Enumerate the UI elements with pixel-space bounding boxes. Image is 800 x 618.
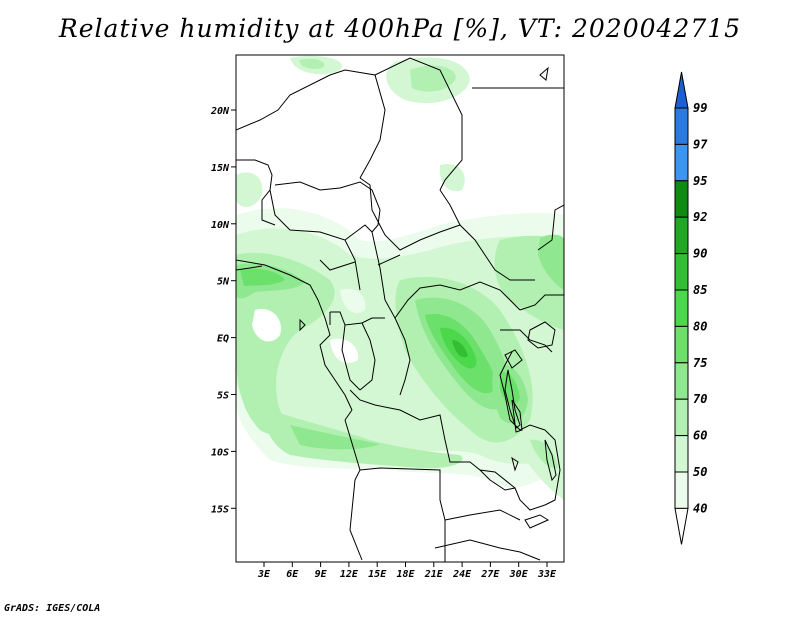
colorbar-label: 92 bbox=[693, 210, 707, 224]
colorbar-segment bbox=[674, 362, 689, 400]
lon-label: 9E bbox=[315, 569, 328, 580]
country-boundaries bbox=[236, 57, 564, 562]
lat-label: 20N bbox=[210, 106, 230, 117]
colorbar-bottom-arrow bbox=[674, 507, 689, 545]
lon-label: 3E bbox=[257, 569, 271, 580]
lon-label: 27E bbox=[480, 569, 500, 580]
map-frame bbox=[235, 54, 565, 563]
colorbar-segment bbox=[674, 216, 689, 255]
lon-label: 30E bbox=[509, 569, 529, 580]
colorbar-label: 80 bbox=[693, 319, 707, 333]
colorbar-label: 97 bbox=[693, 137, 708, 151]
lat-label: 15N bbox=[211, 163, 230, 174]
colorbar-label: 95 bbox=[693, 174, 707, 188]
colorbar-segment bbox=[674, 107, 689, 145]
lat-label: 10S bbox=[211, 447, 229, 458]
colorbar-segment bbox=[674, 435, 689, 473]
colorbar-label: 75 bbox=[693, 356, 707, 370]
colorbar-label: 85 bbox=[693, 283, 707, 297]
colorbar-segment bbox=[674, 471, 689, 509]
grads-credit: GrADS: IGES/COLA bbox=[4, 603, 101, 614]
lat-label: 5N bbox=[217, 277, 230, 288]
humidity-shading bbox=[236, 55, 564, 500]
colorbar-label: 90 bbox=[693, 247, 707, 261]
map-title: Relative humidity at 400hPa [%], VT: 202… bbox=[58, 14, 742, 43]
lon-label: 18E bbox=[396, 569, 415, 580]
colorbar-label: 99 bbox=[693, 101, 707, 115]
lon-label: 12E bbox=[340, 569, 359, 580]
colorbar-label: 60 bbox=[693, 429, 707, 443]
colorbar-segment bbox=[674, 289, 689, 327]
colorbar-label: 70 bbox=[693, 392, 707, 406]
lon-label: 33E bbox=[537, 569, 557, 580]
colorbar: 99 97 95 92 90 85 80 75 70 60 50 40 bbox=[674, 71, 708, 545]
latitude-axis: 20N 15N 10N 5N EQ 5S 10S 15S bbox=[210, 106, 236, 515]
lon-label: 6E bbox=[286, 569, 299, 580]
lon-label: 15E bbox=[368, 569, 387, 580]
lat-label: 5S bbox=[217, 391, 229, 402]
colorbar-label: 50 bbox=[693, 465, 707, 479]
lon-label: 21E bbox=[424, 569, 444, 580]
lat-label: 10N bbox=[211, 220, 230, 231]
colorbar-top-arrow bbox=[674, 71, 689, 109]
lat-label: 15S bbox=[211, 504, 229, 515]
lon-label: 24E bbox=[452, 569, 472, 580]
lat-label: EQ bbox=[217, 334, 229, 345]
longitude-axis: 3E 6E 9E 12E 15E 18E 21E 24E 27E 30E 33E bbox=[257, 562, 557, 580]
colorbar-segment bbox=[674, 180, 689, 218]
colorbar-segment bbox=[674, 143, 689, 182]
colorbar-segment bbox=[674, 253, 689, 291]
colorbar-segment bbox=[674, 325, 689, 364]
colorbar-label: 40 bbox=[693, 501, 707, 515]
colorbar-segment bbox=[674, 398, 689, 437]
